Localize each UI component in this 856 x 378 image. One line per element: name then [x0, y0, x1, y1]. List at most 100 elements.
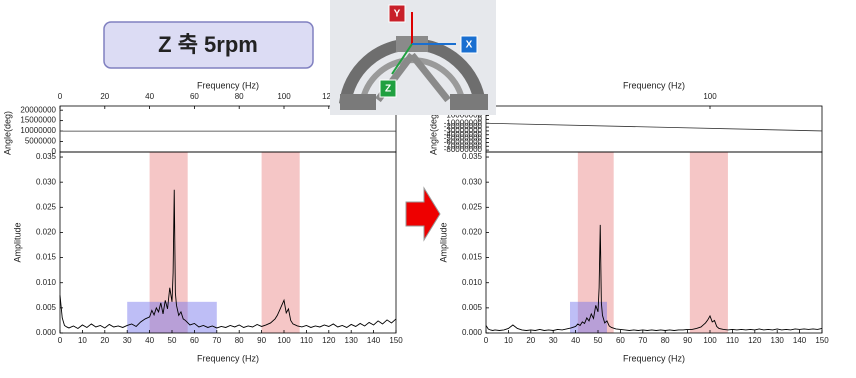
x2-axis-label: Frequency (Hz)	[623, 80, 685, 90]
x-tick-label: 100	[277, 336, 291, 345]
x-tick-label: 20	[100, 336, 109, 345]
angle-tick-label: 5000000	[25, 137, 57, 146]
angle-tick-label: -70000000	[444, 141, 483, 150]
y-tick-label: 0.030	[36, 177, 57, 186]
x-tick-label: 40	[571, 336, 580, 345]
x-tick-label: 90	[683, 336, 692, 345]
y-tick-label: 0.025	[462, 202, 483, 211]
y-tick-label: 0.030	[462, 177, 483, 186]
x-tick-label: 110	[300, 336, 313, 345]
diagram: Y X Z	[330, 0, 496, 115]
x2-tick-label: 120	[322, 92, 336, 101]
x-tick-label: 0	[484, 336, 489, 345]
spectrum-line	[59, 189, 397, 330]
x2-tick-label: 80	[235, 92, 244, 101]
angle-axis-label: Angle(deg)	[2, 111, 12, 155]
angle-frame	[485, 105, 823, 153]
y-tick-label: 0.035	[36, 152, 57, 161]
angle-tick-label: -50000000	[444, 134, 483, 143]
x2-tick-label: 60	[190, 92, 199, 101]
x2-tick-label: 20	[100, 92, 109, 101]
y-axis-label: Amplitude	[12, 222, 22, 262]
y-tick-label: 0.015	[36, 253, 57, 262]
x-axis-label: Frequency (Hz)	[197, 353, 259, 363]
x-tick-label: 110	[726, 336, 739, 345]
angle-tick-label: -40000000	[444, 130, 483, 139]
axis-label: Y	[394, 9, 401, 20]
spectrum-line	[485, 224, 823, 331]
x-tick-label: 150	[389, 336, 403, 345]
y-tick-label: 0.010	[36, 278, 57, 287]
y-tick-label: 0.015	[462, 253, 483, 262]
spoke	[409, 52, 451, 103]
x-tick-label: 60	[190, 336, 199, 345]
x2-tick-label: 100	[277, 92, 291, 101]
angle-tick-label: -30000000	[444, 126, 483, 135]
x-tick-label: 120	[322, 336, 336, 345]
angle-tick-label: -20000000	[444, 122, 483, 131]
x2-axis-label: Frequency (Hz)	[197, 80, 259, 90]
y-axis-label: Amplitude	[438, 222, 448, 262]
angle-tick-label: -10000000	[444, 118, 483, 127]
x-tick-label: 40	[145, 336, 154, 345]
angle-frame	[59, 105, 397, 153]
x2-tick-label: 0	[58, 92, 63, 101]
mount	[340, 94, 376, 110]
axis-label: Z	[385, 84, 391, 95]
axis-label: X	[466, 40, 473, 51]
angle-tick-label: 15000000	[20, 116, 56, 125]
y-tick-label: 0.010	[462, 278, 483, 287]
condition-label: Z 축 5rpm	[158, 32, 258, 57]
x-tick-label: 80	[661, 336, 670, 345]
plot-frame	[485, 151, 823, 334]
x-tick-label: 10	[504, 336, 513, 345]
x-tick-label: 70	[212, 336, 221, 345]
x-tick-label: 30	[123, 336, 132, 345]
x-tick-label: 0	[58, 336, 63, 345]
arrow	[405, 186, 441, 242]
angle-tick-label: 10000000	[20, 126, 56, 135]
y-tick-label: 0.005	[36, 303, 57, 312]
y-tick-label: 0.005	[462, 303, 483, 312]
charts: 0 10 20 30 40 50 60 70 80 90 100 110 120 130 140 150Fre…	[2, 80, 829, 363]
x-tick-label: 50	[168, 336, 177, 345]
highlight	[149, 152, 188, 333]
angle-tick-label: 0	[52, 147, 57, 156]
x-badge	[460, 35, 478, 54]
x-tick-label: 120	[748, 336, 762, 345]
angle-tick-label: 0	[478, 115, 483, 124]
x-tick-label: 50	[594, 336, 603, 345]
plot-frame	[59, 151, 397, 334]
highlight	[127, 301, 217, 333]
y-tick-label: 0.025	[36, 202, 57, 211]
x-tick-label: 100	[703, 336, 717, 345]
label-box	[103, 21, 314, 69]
x-tick-label: 10	[78, 336, 87, 345]
angle-line	[485, 122, 823, 132]
y-tick-label: 0.020	[462, 228, 483, 237]
x2-tick-label: 100	[703, 92, 717, 101]
x-tick-label: 80	[235, 336, 244, 345]
y-tick-label: 0.000	[36, 328, 57, 337]
x-tick-label: 140	[367, 336, 381, 345]
x-tick-label: 60	[616, 336, 625, 345]
highlight	[689, 152, 728, 333]
y-tick-label: 0.000	[462, 328, 483, 337]
x-axis-label: Frequency (Hz)	[623, 353, 685, 363]
highlight	[577, 152, 614, 333]
x-tick-label: 150	[815, 336, 829, 345]
y-badge	[388, 4, 406, 23]
angle-tick-label: -60000000	[444, 138, 483, 147]
x-tick-label: 130	[771, 336, 785, 345]
x-tick-label: 20	[526, 336, 535, 345]
angle-tick-label: 20000000	[20, 105, 56, 114]
highlight	[570, 301, 607, 333]
x-tick-label: 140	[793, 336, 807, 345]
x-tick-label: 70	[638, 336, 647, 345]
angle-tick-label: -80000000	[444, 145, 483, 154]
z-axis-arrow	[391, 43, 413, 75]
y-tick-label: 0.020	[36, 228, 57, 237]
x-tick-label: 130	[345, 336, 359, 345]
x-tick-label: 90	[257, 336, 266, 345]
